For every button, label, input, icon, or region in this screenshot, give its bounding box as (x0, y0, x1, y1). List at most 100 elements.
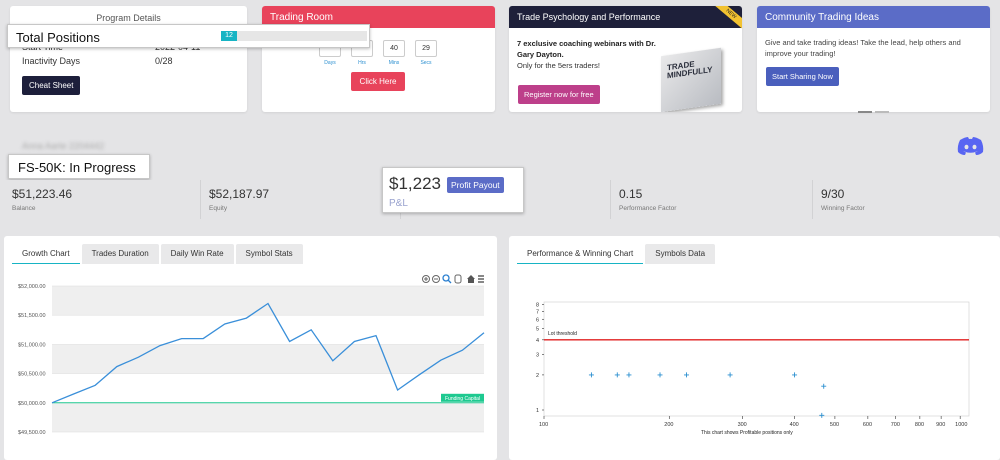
funding-capital-label: Funding Capital (445, 396, 480, 402)
scatter-point (727, 372, 733, 378)
performance-tabs: Performance & Winning Chart Symbols Data (517, 244, 717, 264)
stat-equity: $52,187.97 Equity (201, 180, 401, 219)
tab-growth-chart[interactable]: Growth Chart (12, 244, 80, 264)
community-card: Community Trading Ideas Give and take tr… (757, 6, 990, 112)
magnify-icon (442, 274, 450, 282)
zoom-in-icon (422, 275, 430, 283)
grid-band (52, 286, 484, 316)
scatter-point (626, 372, 632, 378)
y-tick-label: $51,500.00 (18, 313, 46, 319)
community-text: Give and take trading ideas! Take the le… (765, 38, 961, 58)
grid-band (52, 402, 484, 432)
scatter-point (792, 372, 798, 378)
stat-equity-value: $52,187.97 (209, 187, 270, 201)
chart-note: This chart shows Profitable positions on… (701, 430, 793, 436)
x-tick-label: 100 (539, 422, 548, 428)
book-title: TRADE MINDFULLY (667, 59, 713, 81)
timer-minutes: 40 (383, 40, 405, 57)
zoom-out-icon (432, 275, 440, 283)
x-tick-label: 500 (830, 422, 839, 428)
psychology-line2: Only for the 5ers traders! (517, 61, 600, 70)
y-tick-label: $50,000.00 (18, 401, 46, 407)
stat-balance-value: $51,223.46 (12, 187, 73, 201)
total-positions-panel: Total Positions 12 (7, 24, 370, 48)
tab-performance-winning[interactable]: Performance & Winning Chart (517, 244, 644, 264)
trading-room-card: Trading Room 40 29 Days Hrs Mins Secs Cl… (262, 6, 495, 112)
x-tick-label: 700 (891, 422, 900, 428)
chart-toolbar[interactable] (422, 274, 485, 284)
discord-icon[interactable] (957, 136, 984, 156)
inactivity-days-row: Inactivity Days 0/28 (22, 56, 235, 66)
trading-room-title: Trading Room (262, 6, 495, 28)
stat-winning-factor: 9/30 Winning Factor (813, 180, 1000, 219)
timer-days-label: Days (324, 60, 336, 66)
grid-band (52, 344, 484, 374)
x-tick-label: 300 (738, 422, 747, 428)
psychology-text: 7 exclusive coaching webinars with Dr. G… (517, 38, 667, 71)
total-positions-bar: 12 (221, 31, 367, 41)
stat-performance-factor: 0.15 Performance Factor (611, 180, 813, 219)
community-title: Community Trading Ideas (757, 6, 990, 28)
y-tick-label: $52,000.00 (18, 284, 46, 290)
timer-seconds: 29 (415, 40, 437, 57)
y-tick-label: 1 (536, 408, 539, 414)
stat-pnl-slot (401, 180, 611, 219)
stat-winning-label: Winning Factor (821, 205, 865, 212)
x-tick-label: 800 (915, 422, 924, 428)
growth-chart: $52,000.00 $51,500.00 $51,000.00 $50,500.00… (18, 274, 485, 436)
pnl-value: $1,223 (389, 174, 441, 193)
x-tick-label: 600 (863, 422, 872, 428)
stat-winning-value: 9/30 (821, 187, 845, 201)
magnify-handle (447, 279, 452, 284)
y-tick-label: $50,500.00 (18, 372, 46, 378)
start-sharing-button[interactable]: Start Sharing Now (766, 67, 839, 86)
grid-band (52, 373, 484, 403)
timer-seconds-label: Secs (420, 60, 432, 66)
click-here-button[interactable]: Click Here (351, 72, 405, 91)
inactivity-days-label: Inactivity Days (22, 56, 81, 66)
stat-balance: $51,223.46 Balance (4, 180, 201, 219)
tab-symbol-stats[interactable]: Symbol Stats (235, 244, 303, 264)
carousel-dots[interactable] (858, 111, 889, 113)
program-details-card: Program Details Start Time 2022-04-11 In… (10, 6, 247, 112)
psychology-line1: 7 exclusive coaching webinars with Dr. G… (517, 39, 656, 59)
account-status: FS-50K: In Progress (18, 160, 136, 175)
stat-performance-value: 0.15 (619, 187, 643, 201)
pan-icon (454, 274, 462, 284)
x-tick-label: 400 (790, 422, 799, 428)
program-details-title: Program Details (96, 13, 161, 23)
pnl-label: P&L (389, 198, 408, 209)
x-tick-label: 200 (664, 422, 673, 428)
register-button[interactable]: Register now for free (518, 85, 600, 104)
profit-payout-button[interactable]: Profit Payout (447, 177, 504, 193)
timer-hours-label: Hrs (358, 60, 366, 66)
y-tick-label: 2 (536, 373, 539, 379)
psychology-card: Trade Psychology and Performance NEW 7 e… (509, 6, 742, 112)
book-image: TRADE MINDFULLY (661, 47, 721, 112)
account-status-panel: FS-50K: In Progress (8, 154, 150, 179)
stat-equity-label: Equity (209, 205, 228, 212)
y-tick-label: $49,500.00 (18, 430, 46, 436)
y-tick-label: 3 (536, 352, 539, 358)
y-tick-label: $51,000.00 (18, 342, 46, 348)
x-tick-label: 900 (936, 422, 945, 428)
tab-symbols-data[interactable]: Symbols Data (645, 244, 716, 264)
timer-minutes-label: Mins (388, 60, 400, 66)
y-tick-label: 5 (536, 327, 539, 333)
tab-trades-duration[interactable]: Trades Duration (81, 244, 159, 264)
tab-daily-win-rate[interactable]: Daily Win Rate (160, 244, 234, 264)
cheat-sheet-button[interactable]: Cheat Sheet (22, 76, 81, 95)
y-tick-label: 7 (536, 309, 539, 315)
scatter-point (614, 372, 620, 378)
y-tick-label: 8 (536, 303, 539, 309)
scatter-point (588, 372, 594, 378)
total-positions-fill: 12 (221, 31, 238, 41)
y-tick-label: 6 (536, 317, 539, 323)
scatter-point (657, 372, 663, 378)
performance-chart-panel: Performance & Winning Chart Symbols Data… (509, 236, 1000, 460)
scatter-point (821, 383, 827, 389)
inactivity-days-value: 0/28 (155, 56, 173, 66)
lot-threshold-label: Lot threshold (548, 331, 577, 337)
home-icon (467, 275, 475, 283)
